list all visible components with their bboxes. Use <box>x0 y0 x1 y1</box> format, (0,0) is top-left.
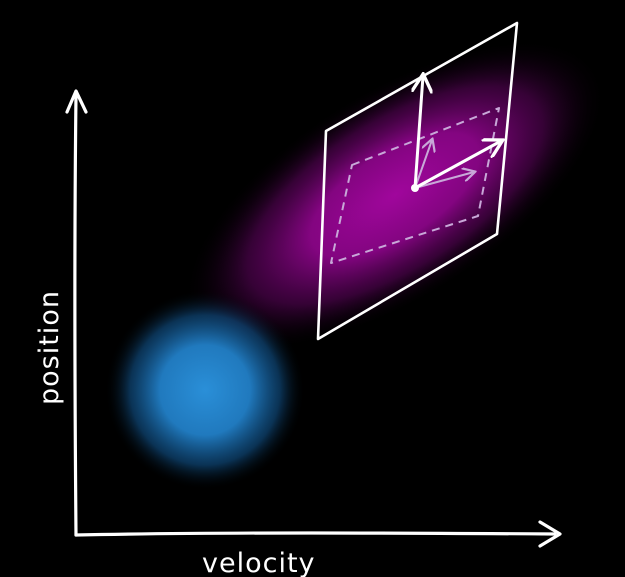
outer-parallelogram <box>316 21 519 341</box>
diagonal-basis-vector <box>413 141 501 190</box>
inner-dashed-parallelogram <box>330 107 500 264</box>
blue-distribution-blob <box>105 290 305 490</box>
faded-basis-vectors <box>414 140 474 189</box>
magenta-distribution-blob <box>183 39 607 351</box>
x-axis-line <box>74 531 557 537</box>
vertical-basis-vector <box>415 76 423 190</box>
y-axis-arrowhead <box>65 89 88 114</box>
basis-vectors <box>413 76 501 190</box>
origin-point <box>411 184 419 192</box>
y-axis-line <box>73 93 78 537</box>
faded-vector-horizontal <box>414 172 474 189</box>
faded-vector-diagonal <box>414 140 432 189</box>
x-axis-arrowhead <box>538 520 562 548</box>
x-axis-label: velocity <box>202 548 316 577</box>
axes <box>65 89 562 548</box>
y-axis-label: position <box>34 290 65 405</box>
